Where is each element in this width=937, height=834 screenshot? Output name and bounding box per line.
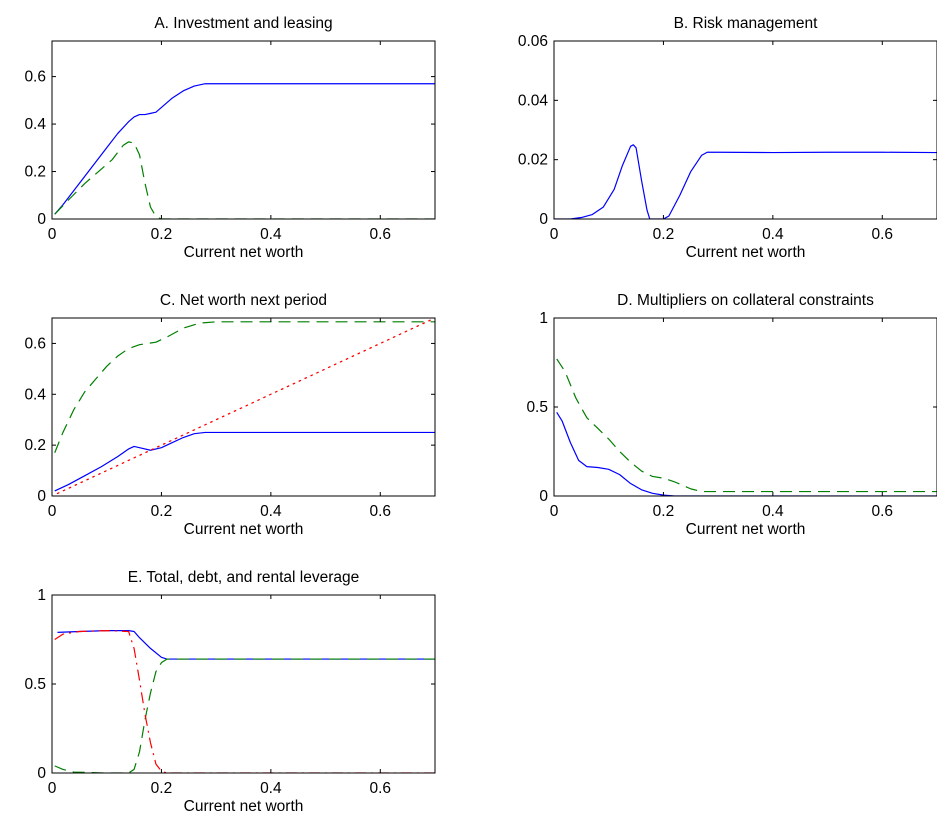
panel-e: E. Total, debt, and rental leverage 0 0.2 0… [24,569,436,815]
series-line-3 [54,630,435,773]
axes-box [51,594,436,774]
x-tick-label: 0.6 [872,226,894,243]
axes-box [553,317,937,497]
y-tick-label: 0 [37,488,46,505]
x-tick-label: 0.2 [653,226,675,243]
x-tick-label: 0.6 [370,503,392,520]
x-tick-label: 0.2 [151,226,173,243]
y-tick-label: 0 [539,211,548,228]
x-axis-label: Current net worth [686,244,806,261]
axes-box [553,40,937,220]
panel-title: A. Investment and leasing [154,15,332,32]
y-tick-label: 1 [539,310,548,327]
series-line-2 [54,141,435,219]
x-tick-label: 0.4 [260,780,282,797]
series-line-2 [54,321,435,453]
y-tick-label: 0.5 [526,399,548,416]
y-tick-label: 1 [37,587,46,604]
x-axis-label: Current net worth [184,521,304,538]
x-tick-label: 0 [550,503,559,520]
y-tick-label: 0 [37,211,46,228]
y-tick-label: 0.2 [24,164,46,181]
series-line-1 [54,431,435,492]
axes-box [51,40,436,220]
x-tick-label: 0.2 [653,503,675,520]
y-tick-label: 0 [37,765,46,782]
panel-title: D. Multipliers on collateral constraints [617,292,874,309]
x-tick-label: 0 [48,226,57,243]
x-axis-label: Current net worth [184,244,304,261]
y-tick-label: 0.06 [518,33,548,50]
panel-b: B. Risk management 0 0.2 0.4 0.6 0 0.02 0.04 0.0… [518,15,937,261]
x-tick-label: 0 [48,503,57,520]
panel-title: B. Risk management [674,15,819,32]
series-line-1 [556,412,937,496]
x-axis-label: Current net worth [686,521,806,538]
x-axis-label: Current net worth [184,798,304,815]
y-tick-label: 0.6 [24,335,46,352]
panel-title: C. Net worth next period [160,292,327,309]
x-tick-label: 0.4 [260,503,282,520]
x-tick-label: 0 [48,780,57,797]
x-tick-label: 0.4 [762,503,784,520]
x-tick-label: 0.6 [370,780,392,797]
panel-a: A. Investment and leasing 0 0.2 0.4 0.6 0 0.2 0… [24,15,436,261]
x-tick-label: 0.6 [370,226,392,243]
series-line-1 [57,630,435,660]
series-line-2 [556,358,937,493]
y-tick-label: 0.6 [24,69,46,86]
series-line-2 [54,658,435,773]
x-tick-label: 0.2 [151,503,173,520]
y-tick-label: 0.4 [24,386,46,403]
x-tick-label: 0.6 [872,503,894,520]
y-tick-label: 0.2 [24,437,46,454]
x-tick-label: 0.4 [260,226,282,243]
series-line-1 [554,144,937,219]
axes-box [51,317,436,497]
series-line-1 [54,83,435,215]
x-tick-label: 0.2 [151,780,173,797]
panel-d: D. Multipliers on collateral constraints… [526,292,937,538]
x-tick-label: 0.4 [762,226,784,243]
panel-c: C. Net worth next period 0 0.2 0.4 0.6 0 0.2 0.… [24,292,436,538]
x-tick-label: 0 [550,226,559,243]
y-tick-label: 0.4 [24,116,46,133]
y-tick-label: 0.04 [518,92,549,109]
panel-title: E. Total, debt, and rental leverage [128,569,360,586]
y-tick-label: 0.02 [518,152,548,169]
series-line-3 [56,318,435,495]
y-tick-label: 0 [539,488,548,505]
y-tick-label: 0.5 [24,676,46,693]
